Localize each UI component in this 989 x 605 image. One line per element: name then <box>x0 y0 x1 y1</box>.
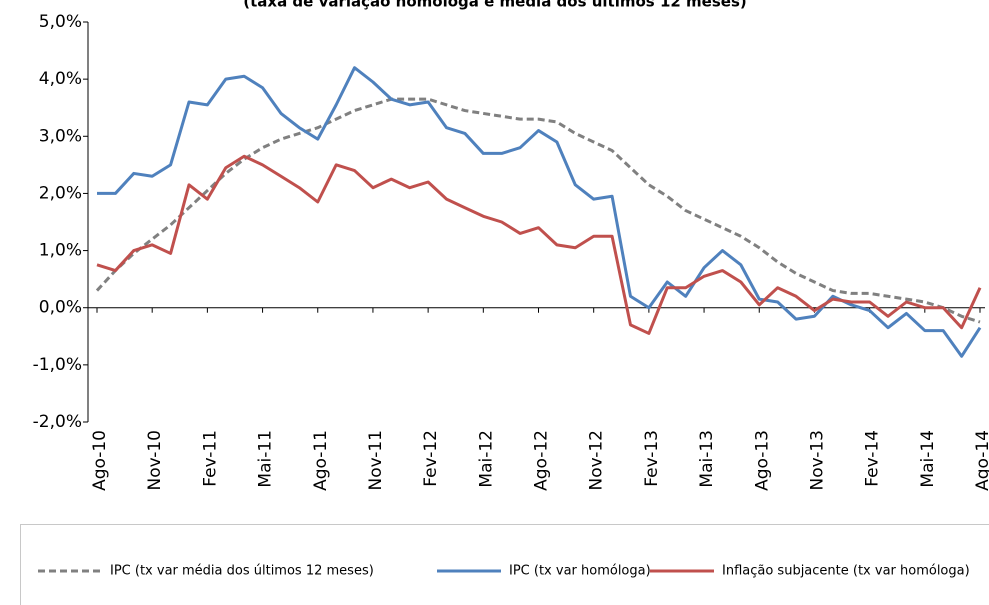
legend-box <box>20 524 989 605</box>
x-tick-label: Fev-11 <box>200 430 220 487</box>
y-tick-label: -1,0% <box>33 355 82 375</box>
x-tick-label: Nov-12 <box>587 430 607 491</box>
x-tick-label: Mai-12 <box>476 430 496 488</box>
x-tick-label: Mai-11 <box>256 430 276 488</box>
y-tick-label: 0,0% <box>39 298 82 318</box>
y-tick-label: 5,0% <box>39 12 82 32</box>
legend-label: IPC (tx var homóloga) <box>509 564 651 579</box>
chart-subtitle: (taxa de variação homóloga e média dos ú… <box>243 0 746 11</box>
series-line <box>97 66 982 358</box>
series-line <box>96 154 982 335</box>
x-tick-label: Fev-13 <box>642 430 662 487</box>
x-tick-label: Ago-13 <box>752 430 772 491</box>
legend-label: IPC (tx var média dos últimos 12 meses) <box>110 564 374 579</box>
x-tick-label: Nov-13 <box>807 430 827 491</box>
x-tick-label: Ago-12 <box>532 430 552 491</box>
y-tick-label: 2,0% <box>39 183 82 203</box>
y-tick-label: 1,0% <box>39 241 82 261</box>
x-tick-label: Ago-10 <box>90 430 110 491</box>
y-tick-label: -2,0% <box>33 412 82 432</box>
x-tick-label: Nov-11 <box>366 430 386 491</box>
x-tick-label: Fev-12 <box>421 430 441 487</box>
series-line <box>95 97 981 324</box>
x-tick-label: Mai-13 <box>697 430 717 488</box>
legend-label: Inflação subjacente (tx var homóloga) <box>722 564 970 579</box>
x-tick-label: Nov-10 <box>145 430 165 491</box>
x-tick-label: Ago-14 <box>973 430 989 491</box>
x-tick-label: Fev-14 <box>863 430 883 487</box>
y-tick-label: 3,0% <box>39 126 82 146</box>
x-tick-label: Ago-11 <box>311 430 331 491</box>
y-tick-label: 4,0% <box>39 69 82 89</box>
x-tick-label: Mai-14 <box>918 430 938 488</box>
